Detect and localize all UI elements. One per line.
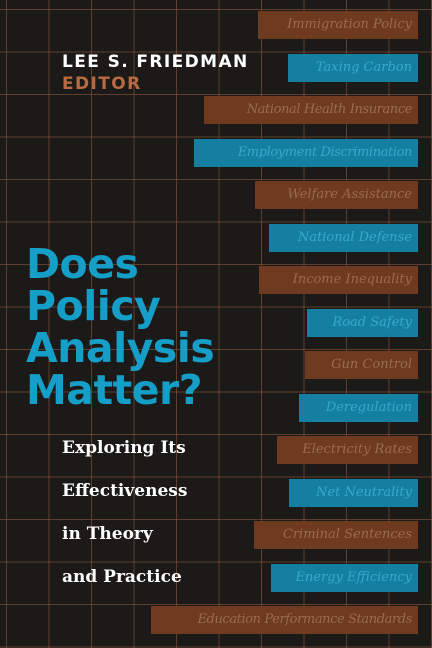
policy-bar-net-neutrality: Net Neutrality: [289, 479, 418, 507]
policy-bar-taxing-carbon: Taxing Carbon: [288, 54, 418, 82]
editor-role: EDITOR: [62, 74, 142, 94]
policy-bar-immigration: Immigration Policy: [258, 11, 418, 39]
subtitle-line: Exploring Its: [62, 438, 186, 458]
title-line: Policy: [26, 282, 161, 330]
subtitle-line: and Practice: [62, 567, 182, 587]
policy-bar-deregulation: Deregulation: [299, 394, 418, 422]
policy-bar-education-standards: Education Performance Standards: [151, 606, 418, 634]
policy-bar-electricity-rates: Electricity Rates: [277, 436, 418, 464]
subtitle-line: in Theory: [62, 524, 153, 544]
book-subtitle: Exploring Its Effectiveness in Theory an…: [62, 427, 187, 599]
subtitle-line: Effectiveness: [62, 481, 188, 501]
policy-bar-criminal-sentences: Criminal Sentences: [254, 521, 418, 549]
title-line: Analysis: [26, 324, 215, 372]
title-line: Does: [26, 240, 139, 288]
policy-bar-income-inequality: Income Inequality: [259, 266, 418, 294]
policy-bar-national-defense: National Defense: [269, 224, 418, 252]
title-line: Matter?: [26, 366, 202, 414]
policy-bar-gun-control: Gun Control: [305, 351, 418, 379]
book-title: Does Policy Analysis Matter?: [26, 240, 215, 414]
editor-name: LEE S. FRIEDMAN: [62, 52, 249, 72]
policy-bar-employment: Employment Discrimination: [194, 139, 418, 167]
policy-bar-road-safety: Road Safety: [307, 309, 418, 337]
policy-bar-welfare: Welfare Assistance: [255, 181, 418, 209]
policy-bar-health-insurance: National Health Insurance: [204, 96, 418, 124]
policy-bar-energy-efficiency: Energy Efficiency: [271, 564, 418, 592]
